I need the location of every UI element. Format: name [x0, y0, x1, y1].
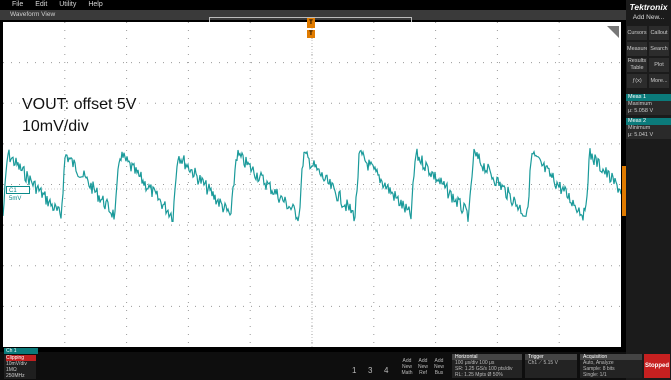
- ch1-offset-flag[interactable]: C1 5mV: [6, 186, 30, 202]
- plot-button[interactable]: Plot: [649, 58, 669, 72]
- waveform-view-title: Waveform View: [0, 10, 626, 20]
- trigger-setting: Ch1 ⟋ 5.15 V: [528, 360, 558, 366]
- add-new-math-button[interactable]: Add New Math: [400, 358, 414, 376]
- menu-utility[interactable]: Utility: [59, 1, 77, 8]
- horizontal-title: Horizontal: [452, 354, 522, 360]
- add-bus-line3: Bus: [434, 370, 444, 376]
- record-length: RL: 1.25 Mpts: [455, 372, 487, 378]
- add-new-bus-button[interactable]: Add New Bus: [432, 358, 446, 376]
- annotation-line-offset: VOUT: offset 5V: [22, 96, 137, 113]
- channel-button-1[interactable]: 1: [352, 366, 357, 375]
- horizontal-row-3: RL: 1.25 Mpts Ø 50%: [455, 372, 522, 378]
- ch1-settings-badge[interactable]: Clipping 10mV/div 1MΩ 250MHz: [4, 355, 36, 379]
- horizontal-badge[interactable]: Horizontal 100 μs/div 100 μs SR: 1.25 GS…: [452, 354, 522, 378]
- results-table-button[interactable]: Results Table: [627, 58, 647, 72]
- ch1-waveform-trace: [2, 148, 622, 222]
- add-math-line1: Add: [402, 358, 412, 364]
- add-bus-line1: Add: [434, 358, 444, 364]
- acquisition-sample: Sample: 8 bits: [583, 366, 615, 372]
- acquisition-analyze: Analyze: [595, 360, 614, 366]
- cursors-button[interactable]: Cursors: [627, 26, 647, 40]
- horizontal-row-1: 100 μs/div 100 μs: [455, 360, 522, 366]
- math-function-button[interactable]: ƒ(x): [627, 74, 647, 88]
- trigger-badge[interactable]: Trigger Ch1 ⟋ 5.15 V: [525, 354, 577, 378]
- side-panel: [626, 0, 671, 380]
- meas1-badge[interactable]: Meas 1 Maximum μ: 5.058 V: [626, 94, 671, 115]
- horizontal-position: 100 μs: [479, 360, 495, 366]
- meas2-badge[interactable]: Meas 2 Minimum μ: 5.041 V: [626, 118, 671, 139]
- add-math-line2: New: [401, 364, 412, 370]
- add-bus-line2: New: [433, 364, 444, 370]
- acquisition-row-1: Auto, Analyze: [583, 360, 642, 366]
- meas1-title: Meas 1: [626, 94, 671, 101]
- trigger-position-percent: Ø 50%: [487, 372, 503, 378]
- acquisition-single: Single: 1/1: [583, 372, 607, 378]
- run-stop-button[interactable]: Stopped: [644, 354, 670, 378]
- menu-file[interactable]: File: [12, 1, 24, 8]
- menu-bar: File Edit Utility Help: [0, 0, 626, 10]
- points-per-div: 100 pts/div: [488, 366, 513, 372]
- horizontal-row-2: SR: 1.25 GS/s 100 pts/div: [455, 366, 522, 372]
- measure-button[interactable]: Measure: [627, 42, 647, 56]
- search-button[interactable]: Search: [649, 42, 669, 56]
- add-ref-line2: New: [417, 364, 428, 370]
- meas2-name: Minimum: [628, 125, 651, 131]
- trigger-title: Trigger: [525, 354, 577, 360]
- ch1-clipping-status: Clipping: [6, 355, 36, 361]
- menu-edit[interactable]: Edit: [35, 1, 48, 8]
- annotation-line-scale: 10mV/div: [22, 118, 89, 135]
- add-ref-line1: Add: [418, 358, 428, 364]
- sample-rate: SR: 1.25 GS/s: [455, 366, 487, 372]
- ch1-bandwidth: 250MHz: [6, 373, 25, 379]
- more-button[interactable]: More...: [649, 74, 669, 88]
- ch1-vertical-scale: 10mV/div: [6, 361, 27, 367]
- channel-button-4[interactable]: 4: [384, 366, 389, 375]
- acquisition-badge[interactable]: Acquisition Auto, Analyze Sample: 8 bits…: [580, 354, 642, 378]
- tektronix-logo: Tektronix: [629, 2, 668, 12]
- channel-button-3[interactable]: 3: [368, 366, 373, 375]
- ch1-badge-label[interactable]: Ch 1: [4, 348, 38, 354]
- meas1-name: Maximum: [628, 101, 652, 107]
- trigger-level-marker[interactable]: [622, 166, 626, 216]
- meas2-value: μ: 5.041 V: [628, 132, 654, 138]
- horizontal-scale: 100 μs/div: [455, 360, 478, 366]
- annotation-text: VOUT: offset 5V 10mV/div: [22, 94, 136, 138]
- acquisition-title: Acquisition: [580, 354, 642, 360]
- trigger-time-marker[interactable]: T: [307, 30, 315, 38]
- meas1-value: μ: 5.058 V: [628, 108, 654, 114]
- ch1-impedance: 1MΩ: [6, 367, 17, 373]
- waveform-graticule: [2, 22, 622, 347]
- add-math-line3: Math: [401, 370, 413, 376]
- plot-corner-handle[interactable]: [607, 26, 619, 38]
- menu-help[interactable]: Help: [88, 1, 103, 8]
- meas2-title: Meas 2: [626, 118, 671, 125]
- trigger-position-marker[interactable]: T: [307, 18, 315, 28]
- add-ref-line3: Ref: [419, 370, 427, 376]
- add-new-ref-button[interactable]: Add New Ref: [416, 358, 430, 376]
- acquisition-mode: Auto,: [583, 360, 595, 366]
- callout-button[interactable]: Callout: [649, 26, 669, 40]
- add-new-label: Add New...: [632, 14, 665, 21]
- waveform-plot[interactable]: [2, 22, 622, 347]
